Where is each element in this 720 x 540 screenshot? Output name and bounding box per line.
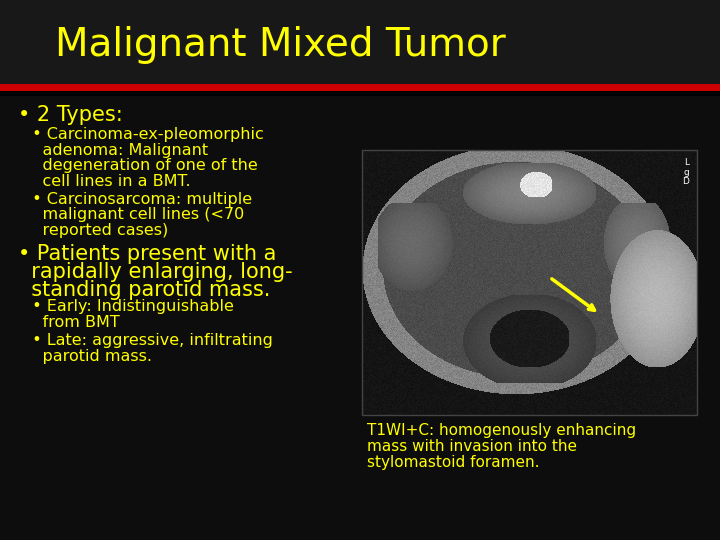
Text: • Carcinoma-ex-pleomorphic: • Carcinoma-ex-pleomorphic (22, 127, 264, 142)
Text: stylomastoid foramen.: stylomastoid foramen. (367, 455, 539, 470)
Bar (0, 0, 720, 85)
Text: • 2 Types:: • 2 Types: (18, 105, 122, 125)
Text: malignant cell lines (<70: malignant cell lines (<70 (22, 207, 244, 222)
Text: degeneration of one of the: degeneration of one of the (22, 158, 258, 173)
Text: • Carcinosarcoma: multiple: • Carcinosarcoma: multiple (22, 192, 252, 207)
Text: L
g
D: L g D (682, 158, 689, 186)
Bar (0, 84, 720, 91)
Text: adenoma: Malignant: adenoma: Malignant (22, 143, 208, 158)
Text: cell lines in a BMT.: cell lines in a BMT. (22, 173, 191, 188)
Text: parotid mass.: parotid mass. (22, 349, 152, 364)
Text: T1WI+C: homogenously enhancing: T1WI+C: homogenously enhancing (367, 423, 636, 438)
Text: rapidally enlarging, long-: rapidally enlarging, long- (18, 261, 292, 281)
Text: • Late: aggressive, infiltrating: • Late: aggressive, infiltrating (22, 334, 273, 348)
Text: reported cases): reported cases) (22, 223, 168, 238)
Text: Malignant Mixed Tumor: Malignant Mixed Tumor (55, 26, 505, 64)
Text: • Patients present with a: • Patients present with a (18, 244, 276, 264)
Bar (0, 91, 720, 96)
Bar (362, 150, 697, 415)
Text: standing parotid mass.: standing parotid mass. (18, 280, 271, 300)
Text: mass with invasion into the: mass with invasion into the (367, 439, 577, 454)
Text: • Early: Indistinguishable: • Early: Indistinguishable (22, 300, 234, 314)
Text: from BMT: from BMT (22, 315, 120, 330)
